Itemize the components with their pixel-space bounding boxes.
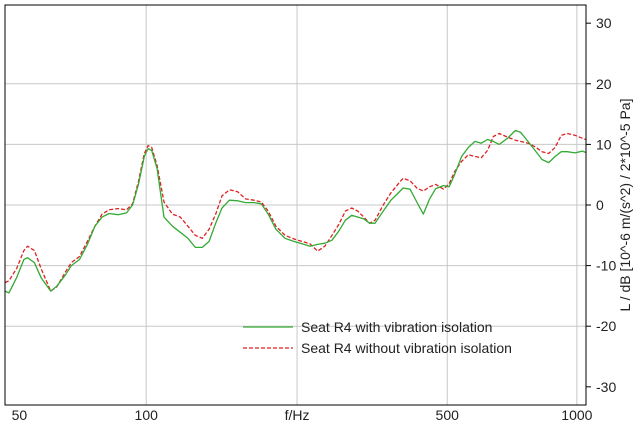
y-tick-label: -30 bbox=[596, 379, 616, 395]
x-tick-label: 500 bbox=[436, 407, 460, 422]
plot-series bbox=[5, 129, 586, 294]
x-tick-label: 1000 bbox=[561, 407, 592, 422]
y-axis-title: L / dB [10^-6 m/(s^2) / 2*10^-5 Pa] bbox=[617, 99, 633, 312]
x-axis-title: f/Hz bbox=[285, 407, 310, 422]
y-tick-label: 0 bbox=[596, 197, 604, 213]
y-axis: -30 -20 -10 0 10 20 30 bbox=[586, 15, 616, 395]
series-line-2 bbox=[5, 132, 586, 292]
x-tick-label: 50 bbox=[12, 407, 28, 422]
legend-label-2: Seat R4 without vibration isolation bbox=[301, 340, 512, 356]
y-tick-label: -10 bbox=[596, 258, 616, 274]
y-tick-label: 30 bbox=[596, 15, 612, 31]
y-tick-label: 20 bbox=[596, 76, 612, 92]
x-tick-label: 100 bbox=[135, 407, 159, 422]
series-line-1 bbox=[5, 129, 586, 294]
legend-label-1: Seat R4 with vibration isolation bbox=[301, 319, 492, 335]
y-tick-label: -20 bbox=[596, 318, 616, 334]
x-axis: 50 100 500 1000 f/Hz bbox=[12, 407, 593, 422]
gridlines bbox=[5, 5, 586, 405]
legend: Seat R4 with vibration isolation Seat R4 … bbox=[243, 319, 512, 356]
y-tick-label: 10 bbox=[596, 136, 612, 152]
